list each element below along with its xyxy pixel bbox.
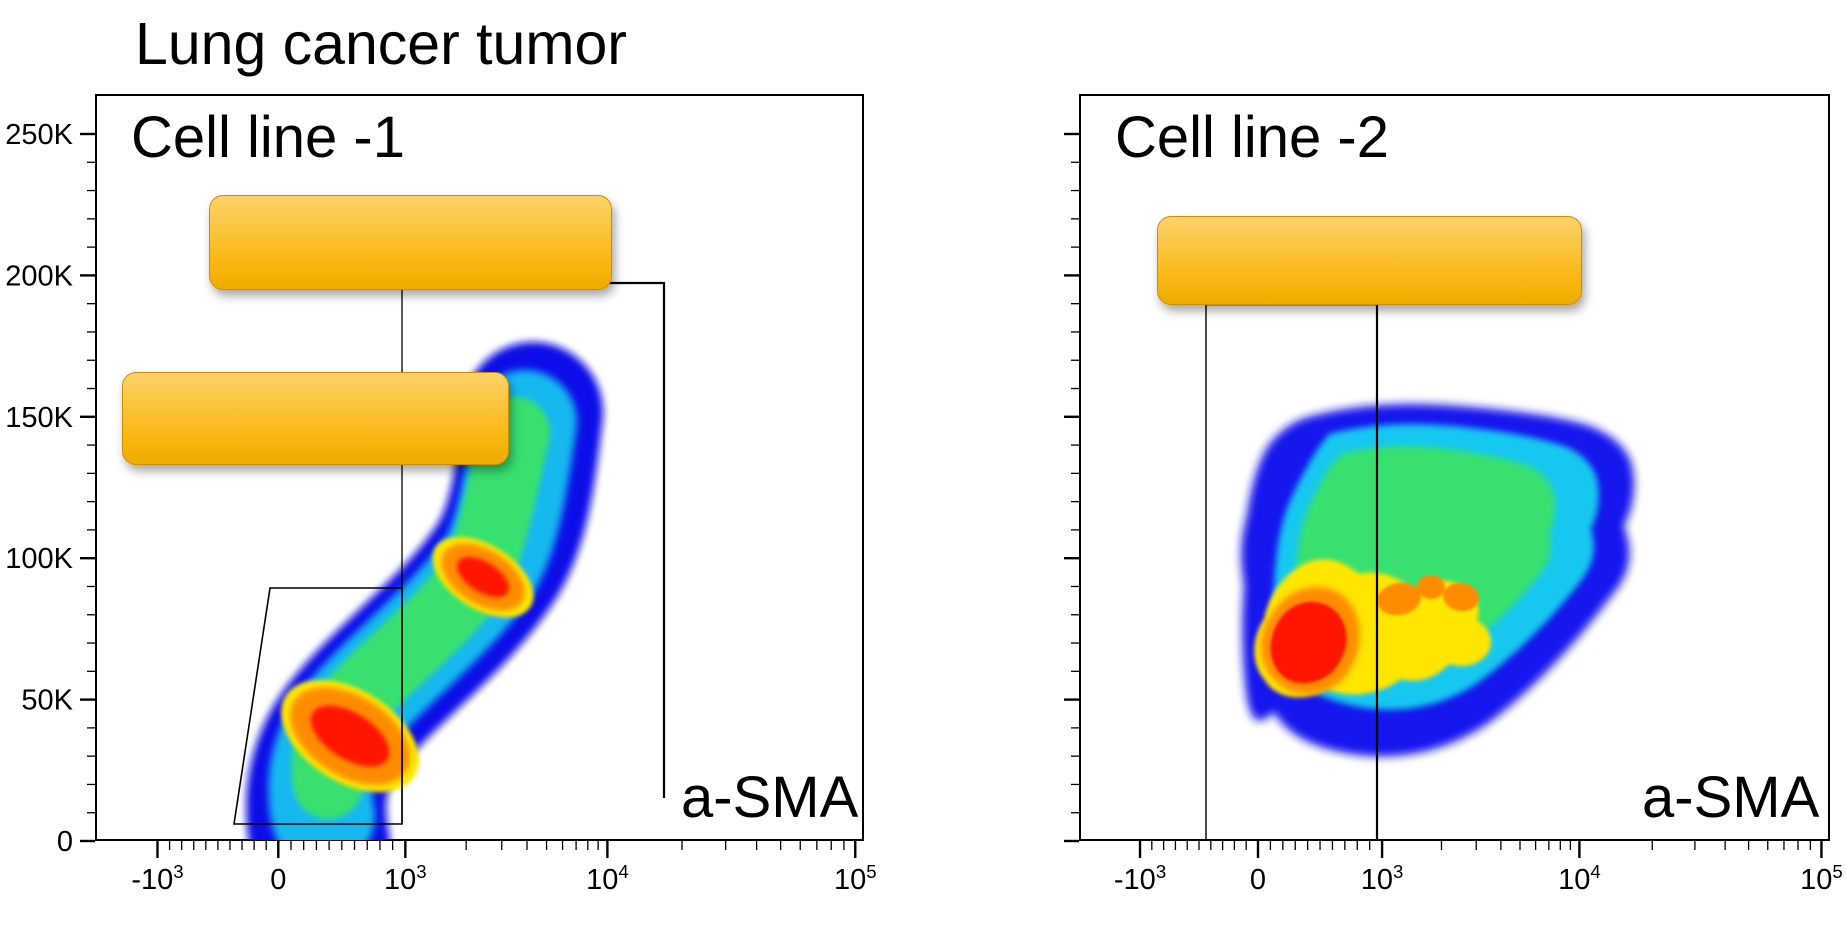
svg-text:-103: -103 — [1114, 861, 1166, 896]
svg-text:250K: 250K — [5, 119, 73, 151]
svg-text:200K: 200K — [5, 260, 73, 292]
svg-text:0: 0 — [57, 826, 73, 858]
svg-text:105: 105 — [1800, 861, 1843, 896]
svg-text:104: 104 — [586, 861, 629, 896]
svg-text:50K: 50K — [21, 685, 73, 717]
svg-text:103: 103 — [384, 861, 427, 896]
svg-text:105: 105 — [834, 861, 877, 896]
svg-text:103: 103 — [1361, 861, 1404, 896]
svg-text:104: 104 — [1558, 861, 1601, 896]
svg-text:0: 0 — [1250, 864, 1266, 896]
svg-text:150K: 150K — [5, 402, 73, 434]
svg-text:-103: -103 — [131, 861, 183, 896]
svg-text:0: 0 — [270, 864, 286, 896]
svg-text:100K: 100K — [5, 543, 73, 575]
